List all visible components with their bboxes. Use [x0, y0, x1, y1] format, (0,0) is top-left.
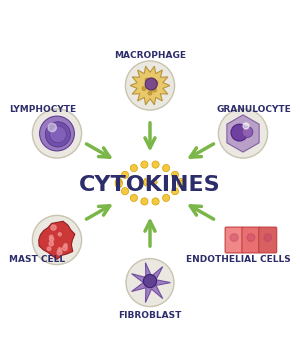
Polygon shape [152, 178, 158, 186]
FancyBboxPatch shape [259, 227, 277, 253]
Circle shape [178, 179, 185, 186]
Circle shape [49, 242, 53, 246]
Circle shape [154, 80, 158, 85]
Circle shape [50, 126, 66, 143]
Circle shape [122, 171, 129, 179]
Circle shape [32, 215, 82, 265]
Circle shape [141, 198, 148, 205]
Circle shape [40, 116, 74, 151]
Circle shape [115, 180, 122, 188]
Text: LYMPHOCYTE: LYMPHOCYTE [9, 105, 76, 114]
Circle shape [63, 246, 67, 251]
Circle shape [152, 198, 159, 205]
Circle shape [264, 234, 272, 242]
Polygon shape [130, 66, 170, 105]
Circle shape [171, 171, 178, 179]
Circle shape [125, 61, 175, 110]
Circle shape [148, 91, 152, 95]
Circle shape [141, 161, 148, 168]
Circle shape [163, 165, 170, 172]
Circle shape [142, 86, 146, 91]
Text: ENDOTHELIAL CELLS: ENDOTHELIAL CELLS [186, 255, 291, 264]
Circle shape [32, 109, 82, 158]
Circle shape [231, 124, 248, 141]
Polygon shape [142, 178, 148, 186]
Text: MAST CELL: MAST CELL [9, 255, 65, 264]
Circle shape [242, 127, 253, 138]
Circle shape [243, 123, 249, 129]
Circle shape [130, 165, 137, 172]
Circle shape [47, 247, 51, 251]
Polygon shape [132, 263, 170, 302]
Circle shape [57, 250, 62, 255]
Circle shape [178, 180, 185, 188]
Circle shape [145, 78, 157, 90]
Circle shape [48, 123, 56, 132]
Circle shape [218, 109, 268, 158]
Circle shape [171, 188, 178, 195]
FancyBboxPatch shape [225, 227, 243, 253]
Circle shape [50, 237, 54, 242]
Circle shape [51, 225, 56, 230]
Circle shape [247, 234, 255, 242]
Circle shape [50, 235, 53, 239]
Text: GRANULOCYTE: GRANULOCYTE [216, 105, 291, 114]
Circle shape [230, 234, 238, 242]
Circle shape [163, 194, 170, 202]
Text: FIBROBLAST: FIBROBLAST [118, 311, 182, 320]
Circle shape [115, 179, 122, 186]
Circle shape [58, 248, 61, 251]
Polygon shape [39, 221, 75, 259]
Circle shape [130, 194, 137, 202]
Circle shape [152, 161, 159, 168]
Circle shape [152, 88, 157, 92]
Polygon shape [227, 115, 259, 152]
Circle shape [58, 233, 61, 236]
Circle shape [64, 244, 67, 247]
Circle shape [45, 122, 70, 147]
Text: MACROPHAGE: MACROPHAGE [114, 51, 186, 60]
Circle shape [126, 258, 174, 307]
Circle shape [143, 275, 157, 288]
Circle shape [145, 78, 149, 82]
FancyBboxPatch shape [242, 227, 260, 253]
Circle shape [122, 188, 129, 195]
Text: CYTOKINES: CYTOKINES [79, 175, 221, 195]
